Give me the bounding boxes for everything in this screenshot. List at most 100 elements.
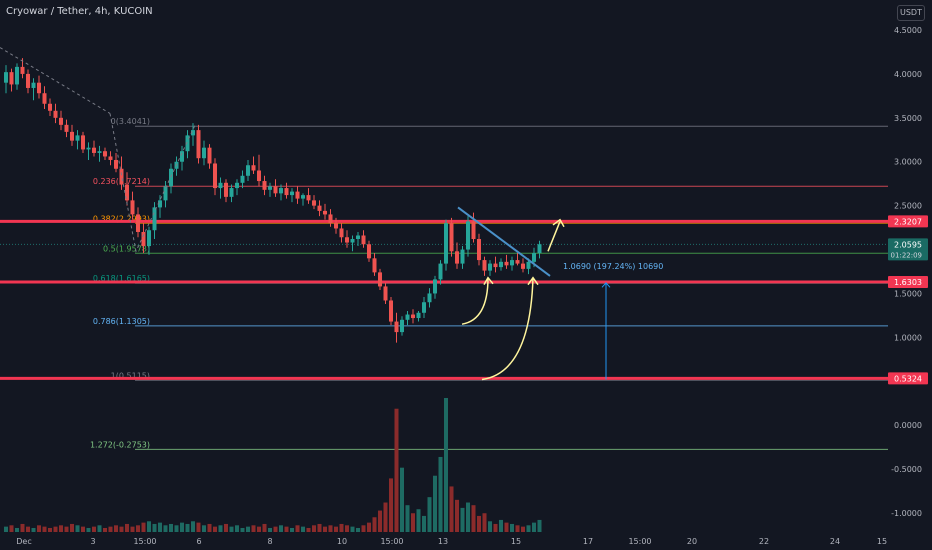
volume-bar (15, 527, 19, 532)
candle-body (224, 182, 228, 197)
volume-bar (119, 526, 124, 532)
volume-bar (31, 527, 36, 532)
volume-bar (515, 525, 520, 532)
candle-body (444, 223, 448, 264)
candle-body (482, 260, 487, 271)
candle-body (532, 253, 536, 262)
fib-label: 1(0.5115) (111, 371, 150, 380)
time-tick-label: 15 (511, 537, 521, 546)
candle-body (229, 188, 234, 197)
candle-body (108, 156, 113, 160)
price-tick-label: 0.0000 (894, 421, 922, 430)
candle-body (169, 168, 173, 187)
time-tick-label: 17 (583, 537, 593, 546)
candle-body (207, 147, 212, 164)
volume-bar (174, 525, 179, 532)
volume-bar (130, 526, 135, 532)
current-price-tag[interactable] (888, 238, 928, 261)
volume-bar (334, 526, 338, 532)
candle-body (152, 207, 157, 231)
volume-bar (26, 526, 30, 532)
volume-bar (202, 525, 206, 532)
level-price-tag[interactable] (888, 276, 928, 289)
candle-body (427, 293, 432, 303)
volume-bar (482, 513, 487, 532)
candle-body (20, 66, 25, 74)
volume-bar (196, 522, 201, 532)
volume-bar (460, 507, 465, 532)
fib-label: 0.382(2.2993) (93, 214, 150, 223)
time-tick-label: Dec (16, 537, 31, 546)
candle-body (4, 72, 8, 83)
candle-body (323, 210, 327, 215)
volume-bar (37, 525, 41, 532)
volume-bar (240, 527, 245, 532)
candle-body (317, 205, 322, 211)
candle-body (119, 168, 124, 185)
volume-bar (290, 527, 294, 532)
candle-body (504, 261, 509, 266)
price-tick-label: 3.0000 (894, 158, 922, 167)
countdown-label: 01:22:09 (891, 251, 922, 259)
candle-body (350, 239, 355, 243)
price-tick-label: -0.5000 (891, 465, 922, 474)
support-resistance-levels[interactable] (0, 219, 888, 380)
arrow-curve[interactable] (547, 221, 561, 252)
candle-body (279, 188, 283, 194)
candle-body (246, 165, 250, 176)
volume-bar (356, 527, 360, 532)
volume-bar (466, 502, 470, 532)
candle-body (394, 321, 399, 333)
volume-bars (4, 398, 542, 532)
symbol-title: Cryowar / Tether, 4h, KUCOIN (6, 6, 153, 17)
volume-bar (493, 523, 498, 532)
candle-body (537, 244, 542, 254)
trend-line[interactable] (457, 206, 551, 277)
volume-bar (394, 408, 399, 532)
candle-body (328, 214, 333, 224)
volume-bar (262, 523, 267, 532)
volume-bar (477, 515, 481, 532)
candle-body (114, 159, 118, 169)
volume-bar (103, 527, 107, 532)
candle-body (180, 151, 184, 162)
candle-body (510, 260, 514, 266)
volume-bar (75, 525, 80, 532)
candle-body (521, 263, 525, 269)
fib-label: 0.5(1.9578) (103, 244, 150, 253)
candle-body (389, 300, 393, 322)
volume-bar (427, 497, 432, 532)
candle-body (158, 200, 162, 208)
level-price-tag[interactable] (888, 215, 928, 228)
candle-body (339, 228, 344, 238)
time-axis[interactable]: Dec 3 15:00 6 8 10 15:00 13 15 17 15:00 20 22 24 15 (16, 537, 887, 546)
volume-bar (367, 522, 371, 532)
level-price-tag[interactable] (888, 372, 928, 385)
volume-bar (86, 527, 91, 532)
volume-bar (53, 526, 58, 532)
time-tick-label: 15:00 (133, 537, 156, 546)
candle-body (284, 188, 289, 196)
price-axis-panel (888, 0, 932, 550)
volume-bar (97, 525, 102, 532)
candle-body (273, 186, 278, 194)
volume-bar (163, 525, 168, 532)
fib-label: 1.272(-0.2753) (90, 440, 150, 449)
candle-body (125, 184, 129, 201)
volume-bar (180, 522, 184, 532)
candle-body (15, 66, 19, 85)
price-axis[interactable]: 4.5000 4.0000 3.5000 3.0000 2.5000 1.5000 1.00… (888, 0, 932, 550)
drawings[interactable]: 1.0690 (197.24%) 10690 (0, 47, 663, 381)
candles (4, 58, 542, 343)
volume-bar (323, 526, 327, 532)
candle-body (26, 73, 30, 88)
arrow-curve[interactable] (461, 277, 489, 325)
volume-bar (422, 515, 426, 532)
arrow-curve[interactable] (481, 277, 534, 381)
volume-bar (42, 526, 47, 532)
volume-bar (191, 521, 195, 532)
candle-body (306, 195, 311, 201)
currency-button[interactable]: USDT (897, 5, 925, 21)
candle-body (75, 135, 80, 141)
